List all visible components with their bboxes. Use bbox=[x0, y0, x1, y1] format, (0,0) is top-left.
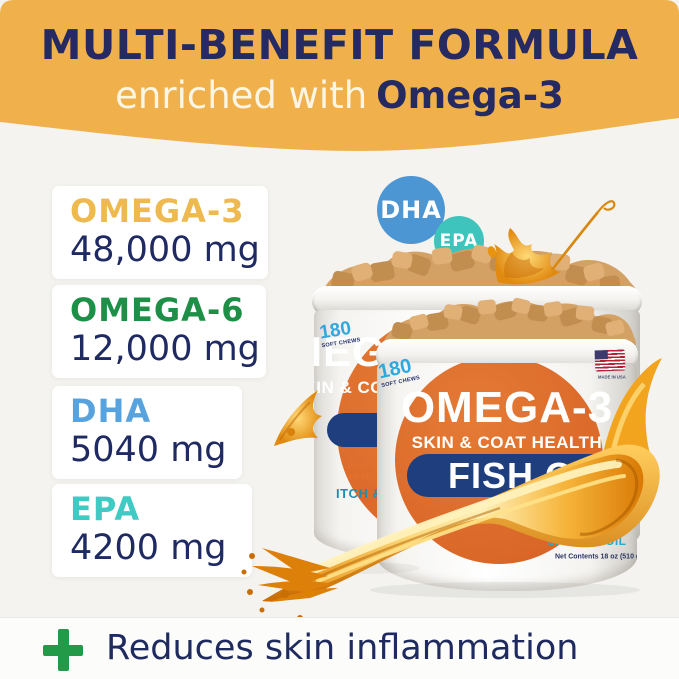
nutrient-card-omega3: OMEGA-3 48,000 mg bbox=[52, 186, 268, 279]
can-tagline: SKIN & COAT HEALTH bbox=[411, 433, 603, 452]
back-benefit-line: MOB bbox=[358, 449, 377, 459]
banner-subtitle-highlight: Omega-3 bbox=[376, 74, 564, 117]
product-can-front: OMEGA-3 SKIN & COAT HEALTH FISH OIL SALM… bbox=[376, 293, 638, 598]
can-type-text: FISH OIL bbox=[448, 454, 608, 496]
nutrient-card-omega6: OMEGA-6 12,000 mg bbox=[52, 285, 266, 378]
top-banner: MULTI-BENEFIT FORMULA enriched with Omega… bbox=[0, 0, 679, 162]
banner-subtitle: enriched with Omega-3 bbox=[0, 74, 679, 117]
can-body: OMEGA-3 SKIN & COAT HEALTH FISH OIL SALM… bbox=[377, 363, 637, 591]
can-type-band: FISH OIL bbox=[407, 454, 637, 497]
benefit-list: MOB JOINT F HEART bbox=[314, 449, 377, 483]
nutrient-value: 4200 mg bbox=[70, 527, 227, 568]
nutrient-label: EPA bbox=[70, 490, 141, 528]
back-benefit-line: JOINT F bbox=[345, 461, 377, 471]
can-name: OMEGA-3 bbox=[400, 383, 614, 432]
plus-icon bbox=[43, 629, 83, 671]
banner-wave-shape bbox=[0, 0, 679, 151]
nutrient-card-epa: EPA 4200 mg bbox=[52, 484, 252, 577]
ingredient-text: SALMON OIL bbox=[547, 534, 627, 548]
dha-bubble: DHA bbox=[377, 176, 445, 244]
nutrient-value: 5040 mg bbox=[70, 429, 227, 470]
nutrient-label: OMEGA-3 bbox=[70, 192, 245, 230]
nutrient-value: 48,000 mg bbox=[70, 229, 260, 270]
back-benefit-line: HEART bbox=[349, 472, 377, 482]
made-in-text: MADE IN USA bbox=[598, 375, 626, 380]
usa-flag-icon bbox=[594, 349, 626, 372]
nutrient-label: OMEGA-6 bbox=[70, 291, 245, 329]
banner-title: MULTI-BENEFIT FORMULA bbox=[40, 21, 639, 69]
nutrient-value: 12,000 mg bbox=[70, 328, 260, 369]
footer-benefit-text: Reduces skin inflammation bbox=[106, 628, 579, 668]
soft-chews-mound bbox=[382, 297, 636, 345]
banner-subtitle-prefix: enriched with bbox=[115, 74, 368, 117]
flag-canton bbox=[594, 350, 608, 360]
nutrient-label: DHA bbox=[70, 392, 152, 430]
net-contents-text: Net Contents 18 oz (510 g) bbox=[555, 553, 637, 561]
benefit-footer: Reduces skin inflammation bbox=[0, 617, 679, 679]
nutrient-card-dha: DHA 5040 mg bbox=[52, 386, 242, 479]
